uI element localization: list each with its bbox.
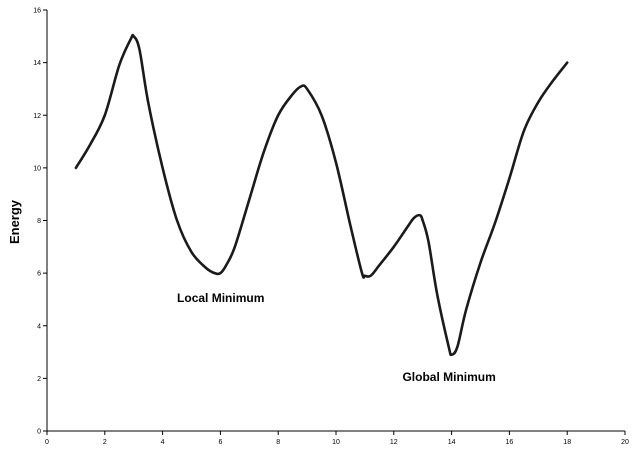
y-tick-label: 14: [33, 60, 41, 67]
annotations: Local Minimum Global Minimum: [177, 291, 496, 384]
annotation-label: Local Minimum: [177, 291, 264, 305]
y-tick-label: 10: [33, 165, 41, 172]
x-tick-label: 12: [390, 439, 398, 446]
axes: [46, 10, 625, 432]
y-tick-label: 4: [37, 323, 41, 330]
x-tick-label: 10: [332, 439, 340, 446]
x-tick-label: 14: [448, 439, 456, 446]
energy-curve: [74, 33, 569, 357]
y-axis-label: Energy: [7, 199, 22, 244]
x-tick-label: 18: [563, 439, 571, 446]
y-tick-label: 8: [37, 218, 41, 225]
x-tick-label: 6: [218, 439, 222, 446]
x-tick-label: 8: [276, 439, 280, 446]
y-tick-label: 12: [33, 113, 41, 120]
x-tick-label: 20: [621, 439, 629, 446]
ticks: 0 2 4 6 8 10 12 14 16 18 20 0 2 4 6 8 10 12 14 16: [33, 8, 629, 447]
y-tick-label: 16: [33, 8, 41, 15]
y-tick-label: 0: [37, 429, 41, 436]
x-tick-label: 4: [161, 439, 165, 446]
x-tick-label: 2: [103, 439, 107, 446]
y-tick-label: 2: [37, 376, 41, 383]
x-tick-label: 16: [506, 439, 514, 446]
x-tick-label: 0: [45, 439, 49, 446]
annotation-label: Global Minimum: [402, 370, 495, 384]
y-tick-label: 6: [37, 271, 41, 278]
